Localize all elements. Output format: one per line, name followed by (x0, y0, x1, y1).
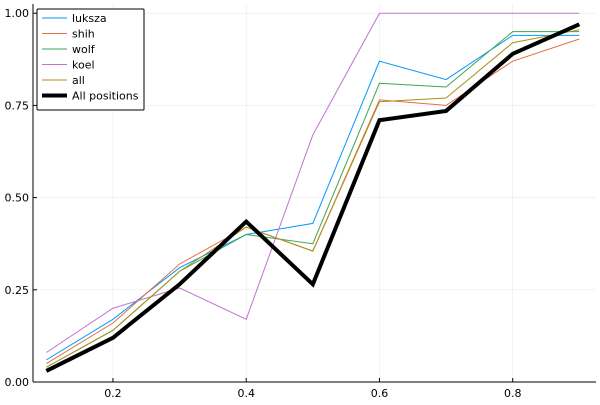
tick-labels: 0.2 0.4 0.6 0.8 0.00 0.25 0.50 0.75 1.00 (5, 7, 522, 400)
legend: luksza shih wolf koel all All positions (36, 8, 145, 111)
legend-label: shih (72, 28, 95, 41)
y-tick-label: 0.00 (5, 376, 30, 389)
x-tick-label: 0.2 (104, 387, 122, 400)
series-line-all-positions (45, 22, 581, 373)
x-tick-label: 0.8 (504, 387, 522, 400)
legend-label: all (72, 74, 85, 87)
legend-label: All positions (72, 90, 139, 103)
legend-label: koel (72, 59, 95, 72)
series-line-all (46, 29, 580, 368)
series-lines (45, 12, 581, 373)
x-tick-label: 0.4 (237, 387, 255, 400)
y-tick-label: 0.50 (5, 192, 30, 205)
y-tick-label: 0.25 (5, 284, 30, 297)
legend-label: wolf (72, 43, 96, 56)
x-tick-label: 0.6 (371, 387, 389, 400)
y-tick-label: 0.75 (5, 99, 30, 112)
legend-box (36, 8, 145, 111)
series-line-koel (46, 12, 580, 353)
y-tick-label: 1.00 (5, 7, 30, 20)
axes (32, 4, 596, 383)
legend-label: luksza (72, 12, 107, 25)
